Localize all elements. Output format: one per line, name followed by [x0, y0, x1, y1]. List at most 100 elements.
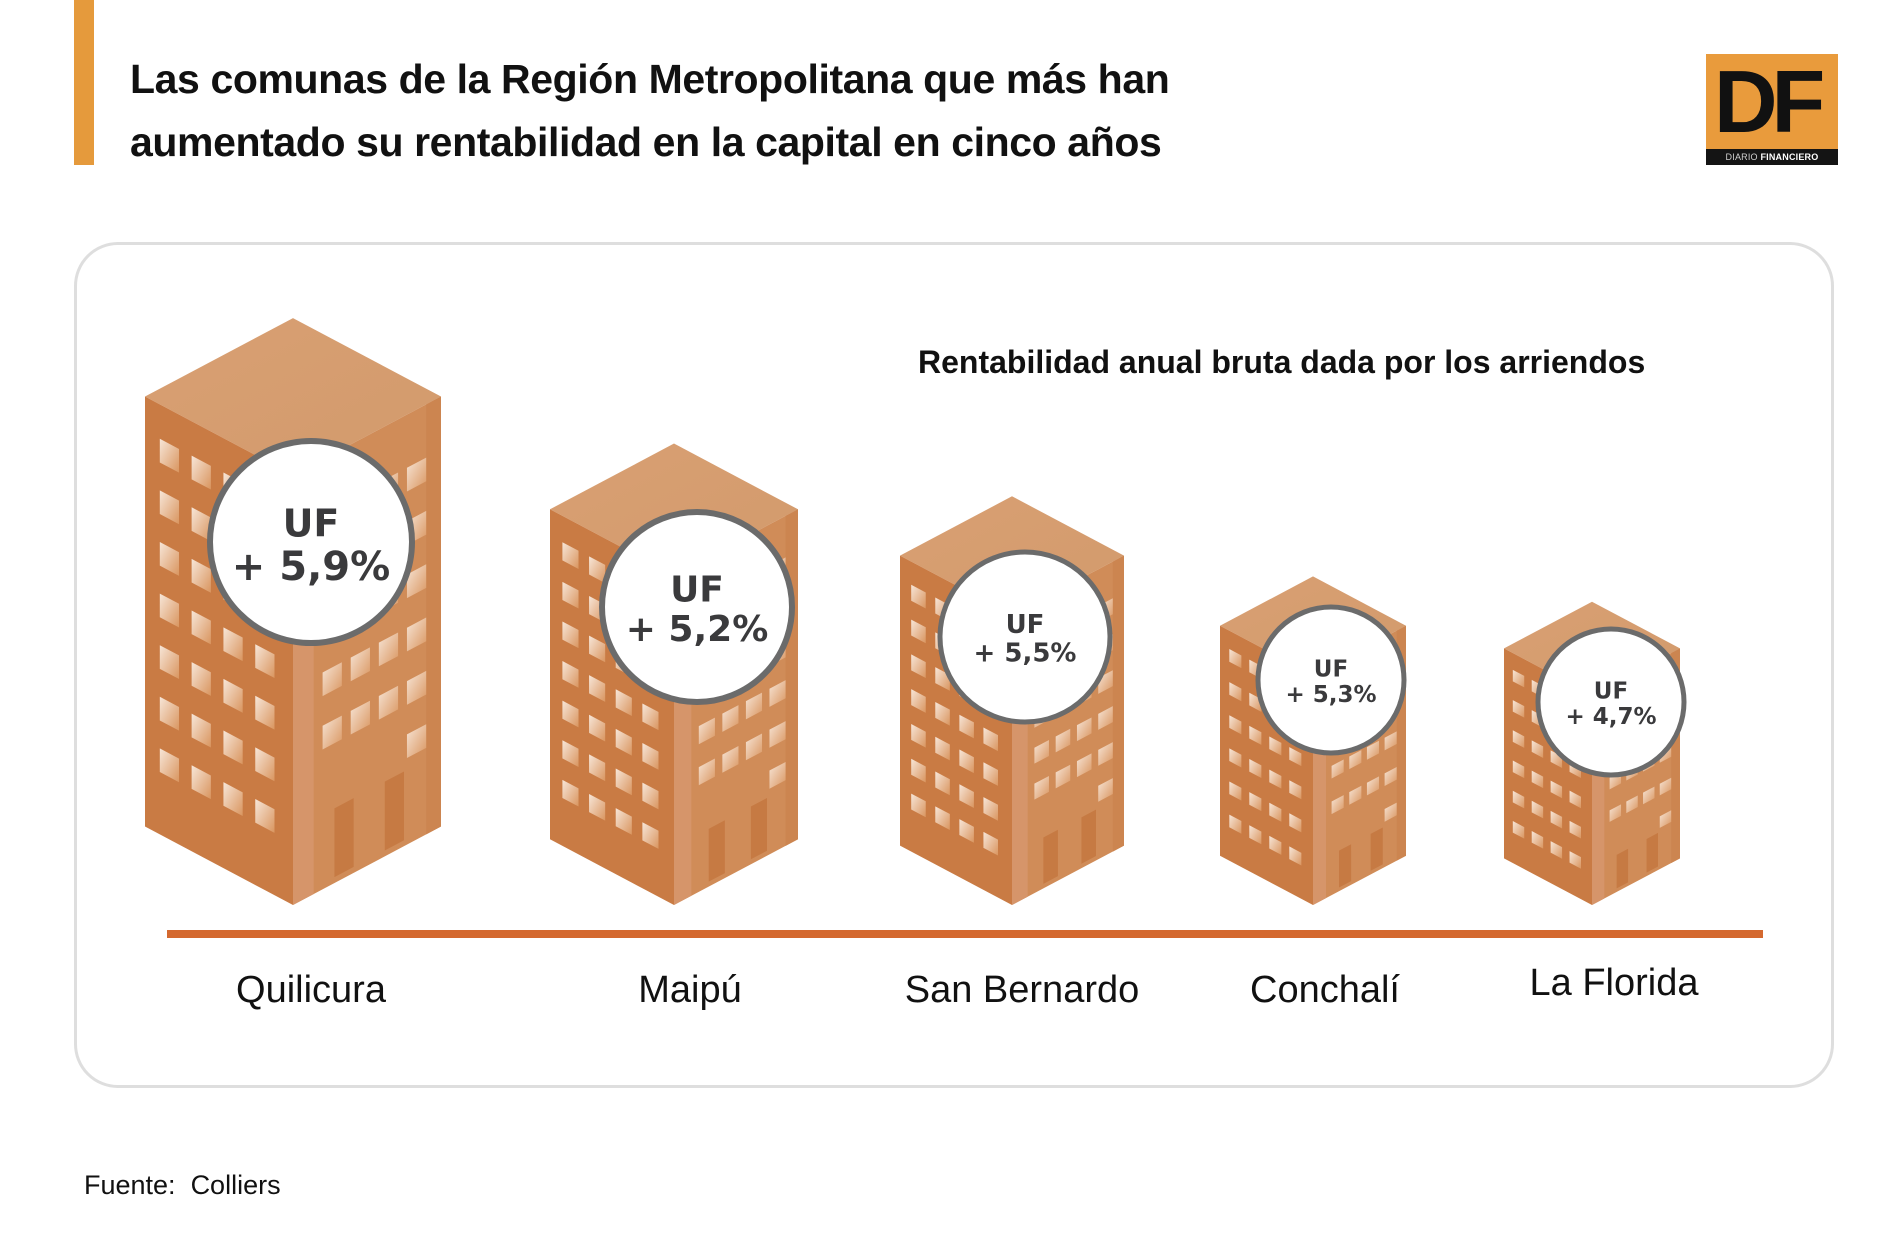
building-window — [1609, 804, 1622, 822]
building-window — [322, 715, 342, 750]
building-window — [959, 714, 974, 739]
building-window — [562, 542, 579, 569]
building-window — [1055, 764, 1071, 789]
building-window — [1249, 758, 1262, 779]
building-window — [378, 685, 399, 720]
building-window — [1055, 728, 1071, 753]
building-window — [911, 723, 926, 748]
building-window — [191, 765, 211, 800]
building-window — [1269, 736, 1282, 756]
building-window — [159, 542, 180, 576]
building-window — [959, 749, 974, 774]
title-accent-bar — [74, 0, 94, 165]
building-door — [1646, 832, 1658, 873]
building-window — [911, 654, 926, 679]
building-window — [159, 438, 180, 473]
building-door — [750, 797, 767, 860]
building-window — [769, 721, 786, 748]
building-window — [191, 455, 211, 490]
building-window — [698, 717, 715, 745]
building-window — [1289, 846, 1302, 866]
building-window — [350, 647, 370, 682]
building-window — [406, 670, 427, 705]
building-window — [1229, 748, 1242, 768]
building-window — [1098, 706, 1113, 730]
building-window — [191, 610, 211, 645]
building-window — [642, 782, 659, 810]
building-window — [1384, 731, 1397, 751]
category-labels: Quilicura Maipú San Bernardo Conchalí La Flo… — [236, 962, 1699, 1011]
building-window — [378, 632, 399, 667]
value-bubble — [1535, 626, 1687, 778]
building-window — [1569, 851, 1581, 869]
building-door — [384, 771, 404, 851]
building-la-florida: UF+ 4,7% — [1504, 601, 1687, 905]
chart-subtitle: Rentabilidad anual bruta dada por los ar… — [918, 344, 1646, 380]
category-label: Quilicura — [236, 969, 387, 1011]
building-window — [1269, 802, 1282, 822]
building-window — [1229, 814, 1242, 834]
building-conchalí: UF+ 5,3% — [1220, 576, 1407, 905]
building-window — [223, 678, 243, 713]
building-window — [769, 761, 786, 789]
building-window — [562, 581, 579, 609]
logo-letters: DF — [1714, 52, 1825, 151]
building-quilicura: UF+ 5,9% — [145, 318, 441, 905]
building-window — [1229, 781, 1242, 801]
building-window — [1229, 715, 1242, 735]
building-window — [191, 507, 211, 542]
building-window — [589, 714, 606, 742]
building-window — [615, 689, 632, 717]
building-edge — [426, 396, 441, 835]
building-window — [1249, 792, 1262, 812]
buildings-group: UF+ 5,9%UF+ 5,2% UF+ 5,5%UF+ 5,3% UF+ 4,7% — [145, 318, 1687, 905]
building-window — [983, 727, 998, 752]
building-window — [223, 627, 243, 662]
building-window — [722, 746, 739, 773]
building-window — [1098, 742, 1113, 766]
building-window — [1531, 770, 1544, 789]
building-window — [562, 700, 579, 728]
building-window — [1289, 780, 1302, 800]
diario-financiero-logo: DF DIARIO FINANCIERO — [1706, 54, 1838, 165]
logo-strip-light: DIARIO — [1725, 152, 1761, 162]
value-bubble — [599, 509, 795, 705]
building-window — [1269, 769, 1282, 789]
building-window — [935, 701, 950, 726]
value-prefix: UF — [1006, 610, 1045, 640]
building-window — [255, 644, 275, 679]
building-window — [911, 689, 926, 713]
category-label: San Bernardo — [905, 969, 1140, 1011]
value-prefix: UF — [1314, 657, 1348, 683]
building-door — [1043, 829, 1058, 884]
value-label: + 5,9% — [232, 544, 390, 590]
chart-title: Las comunas de la Región Metropolitana q… — [130, 48, 1380, 174]
value-prefix: UF — [1594, 679, 1628, 705]
building-window — [589, 675, 606, 702]
building-window — [642, 743, 659, 770]
value-prefix: UF — [283, 501, 340, 545]
building-window — [589, 556, 606, 584]
building-window — [911, 793, 926, 818]
building-window — [959, 784, 974, 808]
building-window — [255, 798, 275, 833]
building-window — [983, 797, 998, 821]
building-window — [1531, 740, 1544, 758]
building-window — [406, 617, 427, 652]
building-window — [1512, 821, 1525, 839]
building-roof — [550, 443, 798, 575]
building-window — [983, 762, 998, 786]
building-window — [191, 662, 211, 696]
building-window — [191, 713, 211, 748]
building-window — [935, 771, 950, 796]
value-bubble — [1255, 604, 1407, 756]
building-window — [1384, 802, 1397, 822]
building-window — [698, 758, 715, 786]
building-window — [1384, 766, 1397, 787]
building-window — [1249, 825, 1262, 845]
building-window — [406, 564, 427, 599]
logo-strip: DIARIO FINANCIERO — [1706, 149, 1838, 165]
building-window — [911, 758, 926, 783]
building-window — [615, 808, 632, 835]
